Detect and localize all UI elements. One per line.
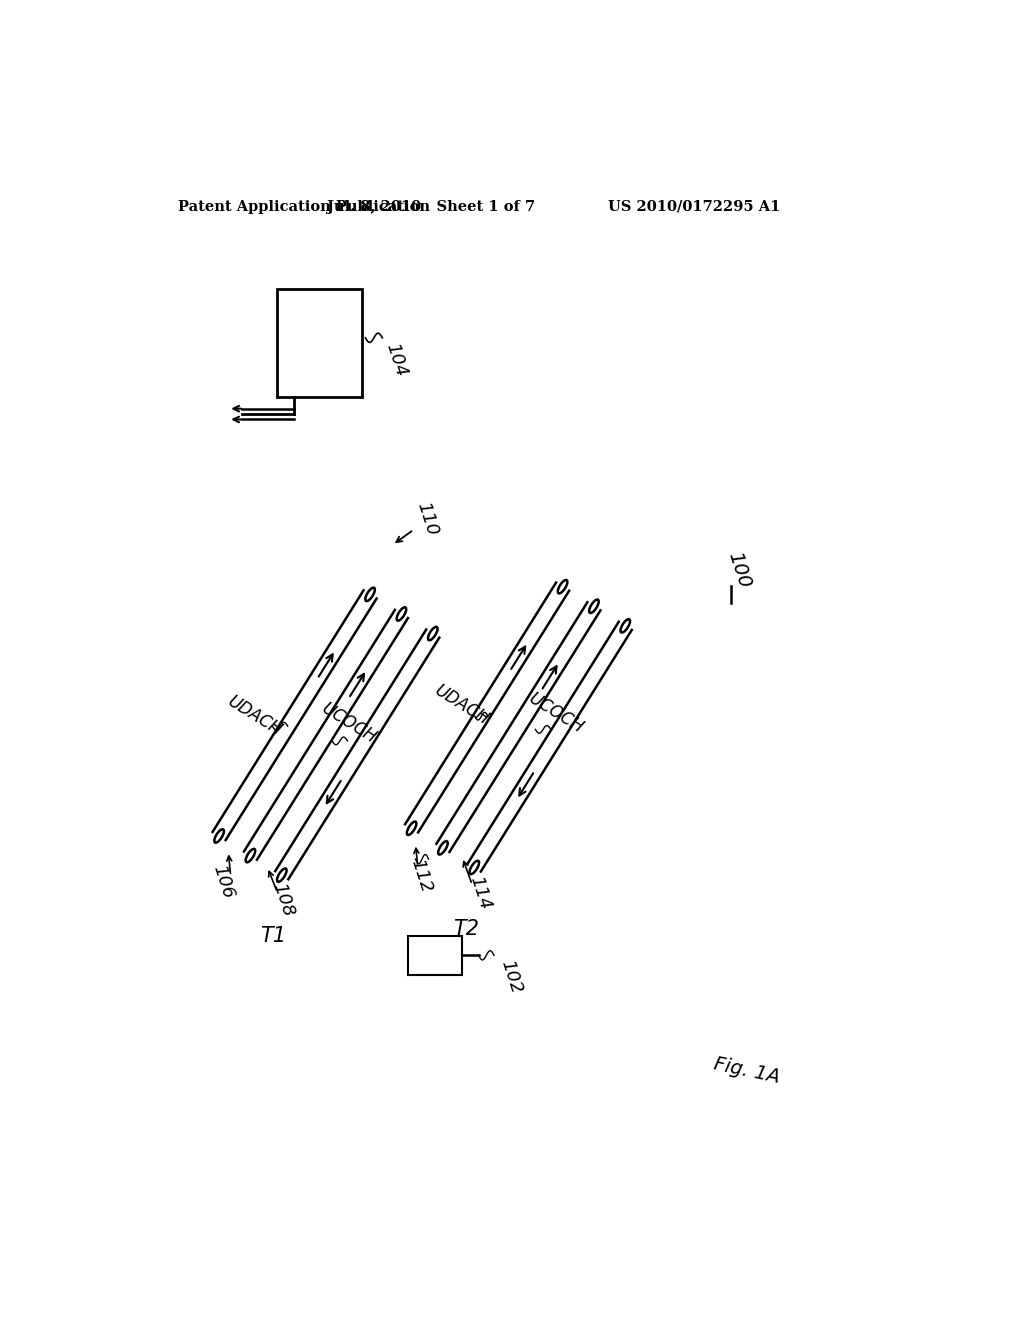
- Ellipse shape: [589, 599, 599, 612]
- Ellipse shape: [246, 849, 255, 862]
- Text: UCOCH: UCOCH: [318, 700, 380, 747]
- Ellipse shape: [438, 841, 447, 854]
- Ellipse shape: [278, 869, 287, 882]
- Text: 108: 108: [269, 880, 297, 920]
- Text: UDACH: UDACH: [431, 681, 492, 729]
- Text: Jul. 8, 2010   Sheet 1 of 7: Jul. 8, 2010 Sheet 1 of 7: [327, 199, 535, 214]
- Ellipse shape: [428, 627, 437, 640]
- Ellipse shape: [558, 579, 567, 594]
- Text: Patent Application Publication: Patent Application Publication: [178, 199, 430, 214]
- Text: US 2010/0172295 A1: US 2010/0172295 A1: [608, 199, 780, 214]
- Text: 106: 106: [209, 863, 237, 902]
- Text: Fig. 1A: Fig. 1A: [712, 1055, 781, 1088]
- Text: UDACH: UDACH: [224, 693, 285, 739]
- Text: 112: 112: [407, 857, 435, 895]
- Text: UCOCH: UCOCH: [524, 689, 586, 737]
- Bar: [408, 936, 462, 974]
- Ellipse shape: [470, 861, 479, 874]
- Text: 104: 104: [382, 341, 410, 379]
- Text: 100: 100: [724, 549, 754, 591]
- Text: 114: 114: [466, 874, 494, 912]
- Ellipse shape: [407, 821, 417, 836]
- Ellipse shape: [396, 607, 407, 620]
- Text: 102: 102: [498, 958, 525, 997]
- Text: T2: T2: [453, 919, 479, 939]
- Text: T1: T1: [260, 927, 287, 946]
- Ellipse shape: [621, 619, 630, 632]
- Ellipse shape: [366, 587, 375, 601]
- Bar: [276, 289, 361, 397]
- Ellipse shape: [214, 829, 224, 842]
- Text: 110: 110: [413, 499, 441, 539]
